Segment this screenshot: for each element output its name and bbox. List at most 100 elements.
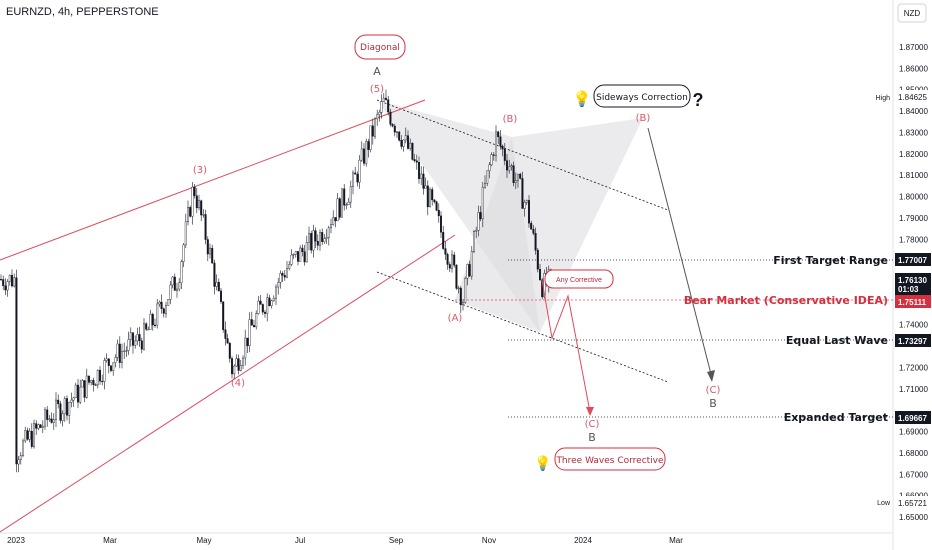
candle-body: [299, 247, 302, 262]
x-tick-2023: 2023: [7, 536, 25, 545]
y-tick-label: 1.67000: [899, 470, 928, 479]
candle-body: [378, 112, 381, 115]
candle-body: [345, 204, 348, 206]
candle-body: [321, 232, 324, 242]
candle-body: [244, 337, 247, 359]
candle-body: [127, 339, 130, 351]
y-tick-label: 1.84000: [899, 107, 928, 116]
candle-body: [180, 261, 183, 283]
y-tick-label: 1.71000: [899, 385, 928, 394]
candle-body: [519, 173, 522, 179]
wave-label-A-minor: (A): [448, 313, 463, 324]
candle-body: [484, 183, 487, 188]
candle-body: [398, 131, 401, 141]
candle-body: [241, 357, 244, 366]
candle-body: [96, 369, 99, 386]
candle-body: [453, 254, 456, 266]
currency-badge[interactable]: NZD: [897, 3, 927, 23]
candle-body: [48, 418, 51, 420]
candle-body: [2, 279, 5, 286]
y-tick-label: 1.65000: [899, 513, 928, 522]
candle-body: [352, 172, 355, 187]
candle-body: [354, 172, 357, 175]
candle-body: [530, 222, 533, 230]
candle-body: [65, 398, 68, 416]
diagonal-bubble[interactable]: Diagonal: [354, 34, 406, 60]
candle-body: [422, 173, 425, 189]
candle-body: [479, 212, 482, 220]
candle-body: [101, 380, 104, 383]
candle-body: [200, 200, 203, 216]
candle-body: [189, 207, 192, 217]
y-tick-label: 1.79000: [899, 214, 928, 223]
candle-body: [129, 332, 132, 340]
candle-body: [272, 297, 275, 302]
candle-body: [424, 185, 427, 189]
candle-body: [514, 180, 517, 183]
candle-body: [442, 232, 445, 249]
candle-body: [70, 399, 73, 403]
candle-body: [55, 399, 58, 420]
candle-body: [103, 360, 106, 382]
candle-body: [314, 230, 317, 242]
currency-label: NZD: [904, 9, 921, 18]
candle-body: [477, 212, 480, 231]
candle-body: [521, 178, 524, 209]
candle-body: [499, 136, 502, 147]
candle-body: [215, 282, 218, 287]
diagonal-lower-line[interactable]: [0, 234, 456, 533]
candle-body: [290, 254, 293, 265]
candle-body: [400, 140, 403, 147]
three-waves-bubble[interactable]: 💡 Three Waves Corrective: [534, 447, 666, 472]
candle-body: [160, 301, 163, 309]
candle-body: [182, 244, 185, 262]
y-tick-label: 1.83000: [899, 128, 928, 137]
candle-body: [312, 230, 315, 251]
candle-body: [323, 238, 326, 242]
candle-body: [169, 284, 172, 300]
candle-body: [164, 305, 167, 314]
candle-body: [488, 164, 491, 172]
candle-body: [363, 148, 366, 164]
candle-body: [72, 397, 75, 401]
current-price-value: 1.76130: [898, 276, 927, 285]
x-tick-mar-2024: Mar: [669, 536, 683, 545]
candle-body: [462, 302, 465, 306]
high-price-tag: 1.84625: [895, 90, 931, 103]
candle-body: [343, 188, 346, 206]
candle-body: [506, 160, 509, 171]
candle-body: [22, 440, 25, 456]
candle-body: [173, 276, 176, 291]
wave-label-B-low: B: [588, 431, 596, 444]
candle-body: [145, 323, 148, 330]
candle-body: [492, 154, 495, 156]
projection-red-path[interactable]: [541, 279, 591, 413]
candles: [0, 89, 555, 473]
candle-body: [0, 279, 2, 281]
any-corrective-bubble[interactable]: Any Corrective: [544, 269, 614, 289]
low-price-tag: 1.65721: [895, 496, 931, 509]
sideways-correction-bubble[interactable]: 💡 Sideways Correction ?: [573, 84, 704, 110]
countdown-value: 01:03: [898, 285, 919, 294]
candle-body: [325, 237, 328, 239]
candle-body: [448, 264, 451, 269]
candle-body: [356, 174, 359, 183]
projection-gray-path[interactable]: [647, 127, 713, 379]
candle-body: [19, 455, 22, 461]
wave-label-4: (4): [231, 378, 245, 389]
candle-body: [136, 334, 139, 342]
projection-gray-arrow: [707, 370, 715, 382]
candle-body: [528, 200, 531, 224]
candle-body: [255, 313, 258, 328]
candle-body: [486, 170, 489, 184]
price-axis-ticks: 1.870001.860001.850001.840001.830001.820…: [899, 43, 928, 522]
candle-body: [222, 301, 225, 330]
candle-body: [508, 166, 511, 171]
wave-label-B-minor: (B): [503, 114, 518, 125]
diagonal-upper-line[interactable]: [0, 99, 426, 261]
candle-body: [90, 380, 93, 383]
candle-body: [15, 277, 18, 465]
candle-body: [123, 350, 126, 352]
candle-body: [156, 303, 159, 326]
